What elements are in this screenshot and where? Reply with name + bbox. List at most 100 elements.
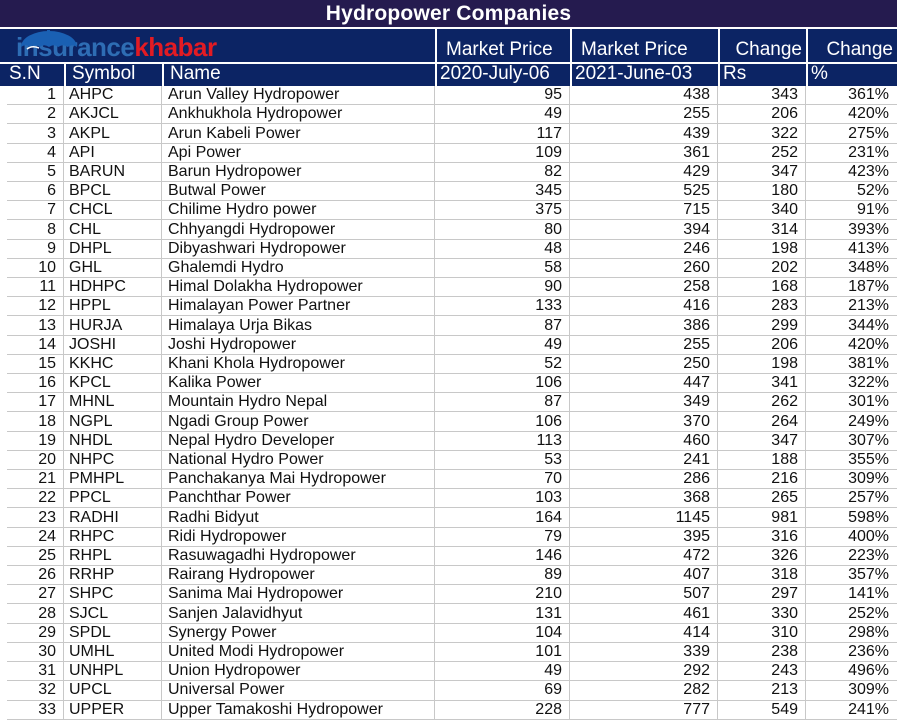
cell-sn[interactable]: 19 <box>7 431 64 451</box>
cell-change-pct[interactable]: 257% <box>806 489 897 509</box>
cell-name[interactable]: Nepal Hydro Developer <box>162 431 435 451</box>
cell-change-pct[interactable]: 252% <box>806 604 897 624</box>
cell-symbol[interactable]: AKJCL <box>64 105 162 125</box>
cell-sn[interactable]: 12 <box>7 297 64 317</box>
cell-change-pct[interactable]: 381% <box>806 355 897 375</box>
cell-price-2021[interactable]: 282 <box>570 681 718 701</box>
cell-change-rs[interactable]: 252 <box>718 143 806 163</box>
cell-symbol[interactable]: SJCL <box>64 604 162 624</box>
cell-symbol[interactable]: GHL <box>64 258 162 279</box>
cell-price-2021[interactable]: 386 <box>570 316 718 336</box>
cell-change-pct[interactable]: 344% <box>806 316 897 336</box>
cell-sn[interactable]: 5 <box>7 162 64 183</box>
cell-change-rs[interactable]: 198 <box>718 354 806 375</box>
cell-symbol[interactable]: UMHL <box>64 642 162 663</box>
cell-symbol[interactable]: KPCL <box>64 374 162 394</box>
cell-symbol[interactable]: NGPL <box>64 412 162 432</box>
column-subheader-2020-date[interactable]: 2020-July-06 <box>435 64 570 86</box>
cell-name[interactable]: Upper Tamakoshi Hydropower <box>162 700 435 720</box>
cell-price-2020[interactable]: 164 <box>435 508 570 528</box>
cell-price-2021[interactable]: 292 <box>570 662 718 682</box>
cell-sn[interactable]: 21 <box>7 470 64 490</box>
cell-sn[interactable]: 28 <box>7 604 64 624</box>
cell-name[interactable]: Union Hydropower <box>162 662 435 682</box>
cell-name[interactable]: Barun Hydropower <box>162 162 435 183</box>
cell-name[interactable]: Joshi Hydropower <box>162 335 435 355</box>
cell-price-2020[interactable]: 87 <box>435 393 570 413</box>
cell-change-pct[interactable]: 355% <box>806 451 897 471</box>
cell-change-pct[interactable]: 420% <box>806 105 897 125</box>
cell-change-pct[interactable]: 309% <box>806 681 897 701</box>
cell-sn[interactable]: 15 <box>7 354 64 375</box>
cell-change-rs[interactable]: 341 <box>718 374 806 394</box>
cell-change-rs[interactable]: 299 <box>718 316 806 336</box>
cell-change-pct[interactable]: 307% <box>806 432 897 451</box>
cell-price-2021[interactable]: 255 <box>570 105 718 125</box>
cell-change-rs[interactable]: 243 <box>718 662 806 682</box>
cell-price-2020[interactable]: 82 <box>435 162 570 183</box>
cell-price-2021[interactable]: 715 <box>570 201 718 221</box>
cell-change-rs[interactable]: 213 <box>718 681 806 701</box>
cell-price-2021[interactable]: 349 <box>570 393 718 413</box>
cell-sn[interactable]: 24 <box>7 527 64 547</box>
cell-symbol[interactable]: AKPL <box>64 124 162 144</box>
cell-change-rs[interactable]: 981 <box>718 508 806 528</box>
cell-name[interactable]: Chilime Hydro power <box>162 201 435 221</box>
cell-name[interactable]: Ngadi Group Power <box>162 412 435 432</box>
cell-symbol[interactable]: BPCL <box>64 182 162 202</box>
cell-price-2021[interactable]: 407 <box>570 566 718 586</box>
cell-price-2021[interactable]: 368 <box>570 489 718 509</box>
cell-name[interactable]: Radhi Bidyut <box>162 508 435 528</box>
cell-price-2021[interactable]: 395 <box>570 527 718 547</box>
cell-name[interactable]: Ankhukhola Hydropower <box>162 105 435 125</box>
cell-price-2021[interactable]: 286 <box>570 470 718 490</box>
cell-change-rs[interactable]: 316 <box>718 527 806 547</box>
cell-price-2020[interactable]: 133 <box>435 297 570 317</box>
cell-name[interactable]: Arun Kabeli Power <box>162 124 435 144</box>
cell-price-2020[interactable]: 58 <box>435 258 570 279</box>
cell-sn[interactable]: 4 <box>7 143 64 163</box>
column-header-sn[interactable]: S.N <box>9 64 41 85</box>
cell-change-pct[interactable]: 213% <box>806 297 897 317</box>
cell-price-2020[interactable]: 89 <box>435 566 570 586</box>
cell-change-pct[interactable]: 91% <box>806 201 897 221</box>
cell-sn[interactable]: 18 <box>7 412 64 432</box>
cell-price-2021[interactable]: 439 <box>570 124 718 144</box>
cell-name[interactable]: Dibyashwari Hydropower <box>162 239 435 259</box>
cell-name[interactable]: Himal Dolakha Hydropower <box>162 278 435 298</box>
cell-change-rs[interactable]: 318 <box>718 566 806 586</box>
cell-change-rs[interactable]: 310 <box>718 623 806 643</box>
cell-symbol[interactable]: HPPL <box>64 297 162 317</box>
cell-sn[interactable]: 8 <box>7 220 64 240</box>
cell-price-2020[interactable]: 53 <box>435 450 570 471</box>
cell-sn[interactable]: 2 <box>7 105 64 125</box>
cell-change-rs[interactable]: 343 <box>718 86 806 106</box>
cell-change-pct[interactable]: 301% <box>806 393 897 413</box>
cell-change-rs[interactable]: 330 <box>718 604 806 624</box>
cell-name[interactable]: National Hydro Power <box>162 450 435 471</box>
cell-price-2021[interactable]: 370 <box>570 412 718 432</box>
cell-price-2021[interactable]: 258 <box>570 278 718 298</box>
cell-price-2021[interactable]: 1145 <box>570 508 718 528</box>
column-header-change-rs[interactable]: Change <box>718 29 806 62</box>
column-header-market-price-2021[interactable]: Market Price <box>570 29 718 62</box>
cell-symbol[interactable]: AHPC <box>64 86 162 106</box>
cell-price-2020[interactable]: 70 <box>435 470 570 490</box>
cell-sn[interactable]: 7 <box>7 201 64 221</box>
cell-price-2020[interactable]: 117 <box>435 124 570 144</box>
column-header-name[interactable]: Name <box>162 64 435 86</box>
column-header-symbol[interactable]: Symbol <box>64 64 162 86</box>
cell-symbol[interactable]: KKHC <box>64 354 162 375</box>
cell-price-2021[interactable]: 416 <box>570 297 718 317</box>
cell-sn[interactable]: 22 <box>7 489 64 509</box>
cell-symbol[interactable]: JOSHI <box>64 335 162 355</box>
cell-symbol[interactable]: BARUN <box>64 162 162 183</box>
cell-sn[interactable]: 27 <box>7 585 64 605</box>
cell-price-2021[interactable]: 777 <box>570 700 718 720</box>
cell-symbol[interactable]: SHPC <box>64 585 162 605</box>
cell-name[interactable]: Sanima Mai Hydropower <box>162 585 435 605</box>
cell-price-2021[interactable]: 394 <box>570 220 718 240</box>
cell-change-pct[interactable]: 423% <box>806 163 897 183</box>
cell-change-pct[interactable]: 598% <box>806 508 897 528</box>
cell-symbol[interactable]: NHPC <box>64 450 162 471</box>
